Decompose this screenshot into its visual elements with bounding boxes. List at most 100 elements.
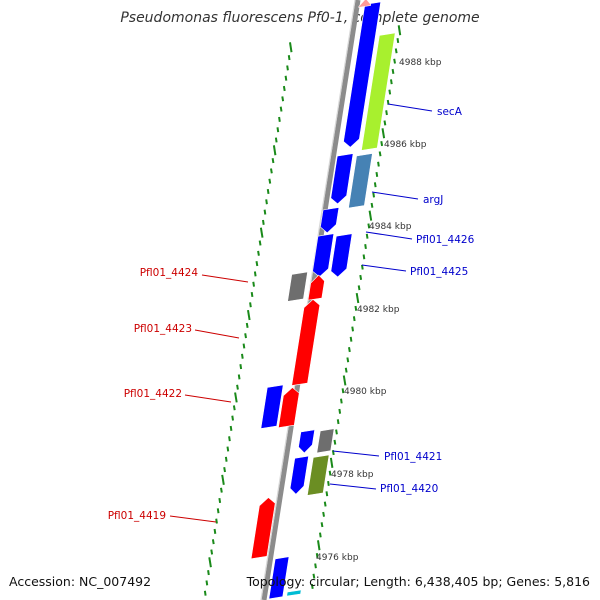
outer-ruler-tick: [335, 429, 338, 435]
inner-ruler-tick: [223, 467, 226, 473]
scale-label: 4980 kbp: [344, 387, 387, 397]
inner-ruler-tick: [271, 158, 275, 164]
outer-ruler-tick: [362, 254, 366, 260]
outer-ruler-tick: [378, 151, 382, 157]
gene-forward: [312, 233, 335, 278]
inner-ruler-tick: [232, 405, 236, 411]
outer-ruler-tick: [397, 25, 402, 36]
inner-ruler-tick: [220, 487, 223, 493]
inner-ruler-tick: [258, 240, 262, 246]
gene-forward: [343, 1, 382, 148]
inner-ruler-tick: [215, 518, 218, 524]
outer-ruler-tick: [322, 511, 325, 517]
outer-ruler-tick: [340, 398, 343, 404]
outer-ruler-tick: [394, 48, 398, 54]
gene-reverse: [250, 497, 276, 560]
gene-other: [287, 271, 308, 302]
gene-forward: [298, 429, 316, 454]
gene-track: [250, 0, 396, 600]
outer-ruler-tick: [320, 522, 324, 528]
outer-ruler-tick: [352, 316, 356, 322]
scale-label: 4984 kbp: [369, 222, 412, 232]
inner-ruler-tick: [263, 209, 267, 215]
outer-ruler-tick: [375, 171, 379, 177]
gene-label-leader: [194, 329, 240, 339]
inner-ruler-tick: [216, 508, 220, 514]
inner-ruler-tick: [247, 309, 251, 321]
inner-ruler-tick: [253, 271, 257, 277]
feature-Pfl01_4420: [306, 454, 330, 496]
inner-ruler-tick: [255, 261, 259, 267]
inner-ruler-tick: [208, 557, 212, 568]
gene-forward: [320, 207, 340, 234]
inner-ruler-tick: [278, 116, 281, 122]
gene-label-leader: [329, 483, 377, 490]
gene-label: Pfl01_4419: [108, 510, 166, 522]
inner-ruler-tick: [244, 333, 247, 339]
outer-ruler-tick: [365, 233, 369, 239]
gene-label: Pfl01_4421: [384, 451, 442, 463]
outer-ruler-tick: [338, 408, 342, 414]
inner-ruler-tick: [234, 392, 238, 403]
gene-label: argJ: [423, 194, 443, 206]
outer-ruler-tick: [370, 202, 374, 208]
gene-label-leader: [184, 394, 232, 403]
inner-ruler-tick: [237, 374, 241, 380]
outer-ruler-tick: [325, 491, 329, 497]
outer-ruler-tick: [372, 192, 375, 198]
gene-reverse: [278, 387, 300, 429]
gene-label: Pfl01_4422: [124, 388, 182, 400]
feature-secA: [361, 32, 396, 151]
map-title: Pseudomonas fluorescens Pf0-1, complete …: [120, 10, 479, 26]
inner-ruler-tick: [207, 570, 210, 576]
gene-forward: [268, 556, 290, 600]
inner-ruler-tick: [272, 145, 277, 156]
inner-ruler-tick: [287, 55, 291, 61]
inner-ruler-tick: [262, 219, 265, 225]
inner-ruler-tick: [228, 436, 231, 442]
outer-ruler-tick: [346, 357, 350, 363]
scale-label: 4978 kbp: [331, 470, 374, 480]
gene-label-leader: [365, 231, 413, 240]
outer-ruler-tick: [383, 120, 387, 126]
gene-other: [316, 428, 335, 454]
gene-reverse: [291, 299, 321, 386]
inner-ruler-tick: [257, 250, 260, 256]
inner-ruler-tick: [229, 425, 233, 431]
gene-label-leader: [169, 515, 217, 523]
outer-ruler-tick: [351, 326, 354, 332]
scale-label: 4982 kbp: [357, 305, 400, 315]
inner-ruler-tick: [274, 137, 278, 143]
inner-ruler-tick: [282, 85, 286, 92]
gene-forward: [330, 233, 353, 278]
inner-ruler-tick: [213, 528, 217, 534]
inner-ruler-tick: [210, 549, 214, 555]
feature-bottom: [286, 589, 302, 597]
inner-ruler-tick: [284, 75, 288, 81]
outer-ruler-tick: [344, 367, 348, 373]
outer-ruler-tick: [314, 563, 317, 569]
gene-reverse: [307, 274, 325, 301]
outer-ruler-tick: [390, 79, 393, 85]
outer-ruler-tick: [341, 388, 345, 394]
outer-ruler-tick: [319, 532, 322, 538]
inner-ruler-tick: [242, 343, 246, 349]
inner-ruler-tick: [286, 65, 289, 71]
scale-labels: 4988 kbp 4986 kbp 4984 kbp 4982 kbp 4980 kbp…: [316, 58, 442, 563]
gene-label-leader: [387, 103, 433, 112]
outer-ruler-tick: [310, 583, 314, 589]
outer-ruler-tick: [368, 210, 373, 221]
gene-label: Pfl01_4423: [134, 323, 192, 335]
outer-ruler-tick: [328, 470, 332, 476]
inner-ruler-tick: [231, 415, 234, 421]
inner-ruler-tick: [250, 291, 254, 298]
outer-ruler-tick: [381, 128, 386, 139]
gene-label: Pfl01_4420: [380, 483, 438, 495]
outer-ruler-tick: [373, 182, 377, 188]
topology-text: Topology: circular; Length: 6,438,405 bp…: [246, 574, 590, 589]
outer-ruler-tick: [333, 439, 337, 445]
gene-forward: [289, 455, 309, 495]
inner-ruler-tick: [224, 456, 228, 462]
gene-forward: [330, 153, 354, 205]
